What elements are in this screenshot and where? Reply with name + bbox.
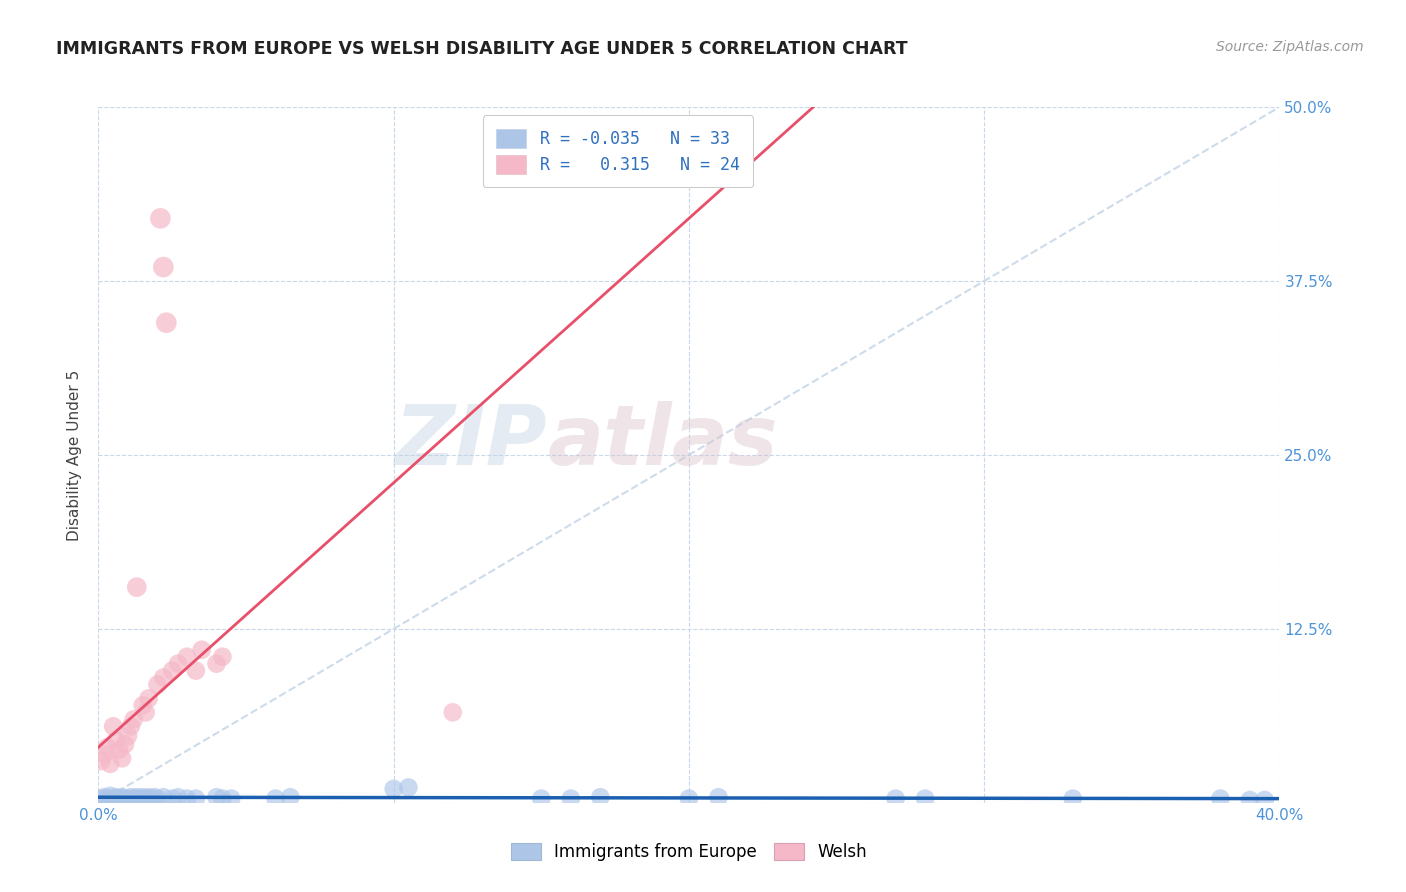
Point — [264, 791, 287, 805]
Point — [162, 791, 183, 805]
Point — [117, 791, 139, 805]
Point — [152, 260, 174, 274]
Point — [184, 664, 207, 678]
Point — [111, 751, 134, 765]
Point — [1254, 793, 1277, 807]
Point — [135, 706, 157, 720]
Point — [132, 698, 155, 713]
Point — [167, 790, 190, 805]
Point — [152, 790, 174, 805]
Point — [280, 790, 302, 805]
Point — [98, 756, 121, 771]
Point — [90, 754, 112, 768]
Point — [138, 790, 160, 805]
Point — [211, 791, 233, 805]
Point — [191, 642, 214, 657]
Point — [105, 790, 128, 805]
Point — [441, 706, 464, 720]
Point — [914, 791, 936, 805]
Point — [108, 791, 131, 805]
Point — [93, 747, 115, 761]
Point — [143, 790, 166, 805]
Point — [103, 791, 125, 805]
Point — [122, 791, 145, 805]
Point — [205, 657, 228, 671]
Point — [96, 791, 118, 805]
Point — [530, 791, 553, 805]
Point — [120, 719, 142, 733]
Point — [105, 733, 128, 747]
Text: ZIP: ZIP — [395, 401, 547, 482]
Legend: Immigrants from Europe, Welsh: Immigrants from Europe, Welsh — [501, 833, 877, 871]
Point — [93, 790, 115, 805]
Point — [152, 671, 174, 685]
Point — [1062, 791, 1084, 805]
Y-axis label: Disability Age Under 5: Disability Age Under 5 — [67, 369, 83, 541]
Point — [211, 649, 233, 664]
Point — [135, 791, 157, 805]
Point — [678, 791, 700, 805]
Point — [114, 737, 136, 751]
Point — [125, 580, 148, 594]
Point — [146, 677, 169, 691]
Text: IMMIGRANTS FROM EUROPE VS WELSH DISABILITY AGE UNDER 5 CORRELATION CHART: IMMIGRANTS FROM EUROPE VS WELSH DISABILI… — [56, 40, 908, 58]
Point — [141, 791, 163, 805]
Point — [96, 740, 118, 755]
Text: Source: ZipAtlas.com: Source: ZipAtlas.com — [1216, 40, 1364, 54]
Point — [1209, 791, 1232, 805]
Point — [149, 211, 172, 226]
Point — [1239, 793, 1261, 807]
Point — [125, 790, 148, 805]
Point — [128, 791, 150, 805]
Point — [884, 791, 907, 805]
Point — [589, 790, 612, 805]
Point — [132, 790, 155, 805]
Point — [382, 781, 405, 796]
Point — [146, 791, 169, 805]
Point — [176, 791, 198, 805]
Point — [98, 789, 121, 803]
Point — [120, 790, 142, 805]
Point — [122, 712, 145, 726]
Point — [560, 791, 582, 805]
Point — [398, 780, 420, 795]
Point — [111, 790, 134, 805]
Point — [117, 729, 139, 743]
Text: atlas: atlas — [547, 401, 778, 482]
Point — [167, 657, 190, 671]
Point — [103, 719, 125, 733]
Point — [108, 743, 131, 757]
Point — [155, 316, 177, 330]
Point — [90, 791, 112, 805]
Point — [707, 790, 730, 805]
Point — [221, 791, 243, 805]
Point — [138, 691, 160, 706]
Point — [162, 664, 183, 678]
Point — [184, 791, 207, 805]
Point — [114, 791, 136, 805]
Point — [176, 649, 198, 664]
Point — [205, 790, 228, 805]
